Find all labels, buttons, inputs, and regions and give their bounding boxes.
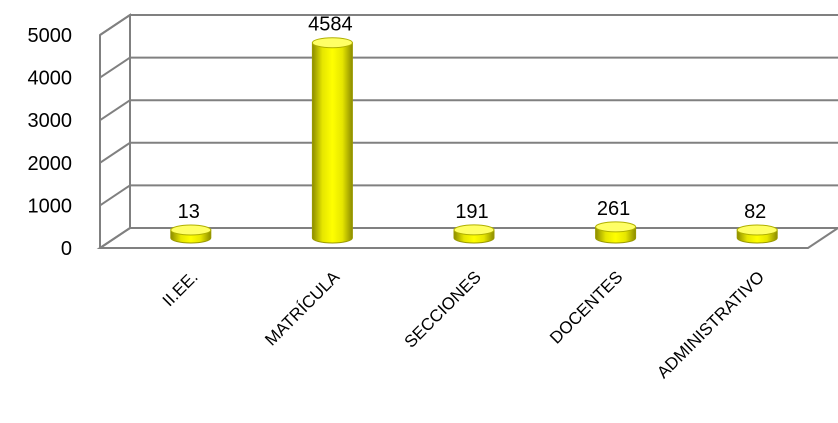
bar <box>595 221 637 244</box>
gridline <box>99 99 838 122</box>
bar <box>736 224 778 244</box>
category-label: ADMINISTRATIVO <box>653 267 768 382</box>
chart-side-wall <box>99 13 131 248</box>
bar-top <box>736 224 778 236</box>
bar-top <box>311 37 353 49</box>
y-tick-label: 3000 <box>28 110 73 132</box>
gridline <box>99 56 838 79</box>
data-label: 82 <box>744 201 766 223</box>
y-tick-label: 5000 <box>28 25 73 47</box>
y-tick-label: 2000 <box>28 153 73 175</box>
bar-top <box>453 224 495 236</box>
category-label: MATRÍCULA <box>261 267 343 349</box>
data-label: 13 <box>178 201 200 223</box>
chart-floor <box>96 227 838 249</box>
category-label: II.EE. <box>159 267 202 310</box>
labels: 0 1000 2000 3000 4000 5000 13 II.EE. 4584 MATRÍCU… <box>28 14 769 382</box>
bar-top <box>170 224 212 236</box>
bars <box>170 37 778 244</box>
data-label: 261 <box>597 198 630 220</box>
y-tick-label: 1000 <box>28 195 73 217</box>
y-tick-label: 0 <box>61 238 72 260</box>
bar <box>453 224 495 244</box>
gridline <box>99 141 838 164</box>
category-label: DOCENTES <box>546 267 626 347</box>
category-label: SECCIONES <box>401 267 485 351</box>
y-tick-label: 4000 <box>28 68 73 90</box>
bar <box>311 37 353 244</box>
data-label: 4584 <box>308 14 353 36</box>
bar-body <box>311 42 353 244</box>
bar <box>170 224 212 244</box>
data-label: 191 <box>455 201 488 223</box>
bar-top <box>595 221 637 233</box>
axes <box>96 13 838 249</box>
gridline <box>99 14 838 36</box>
